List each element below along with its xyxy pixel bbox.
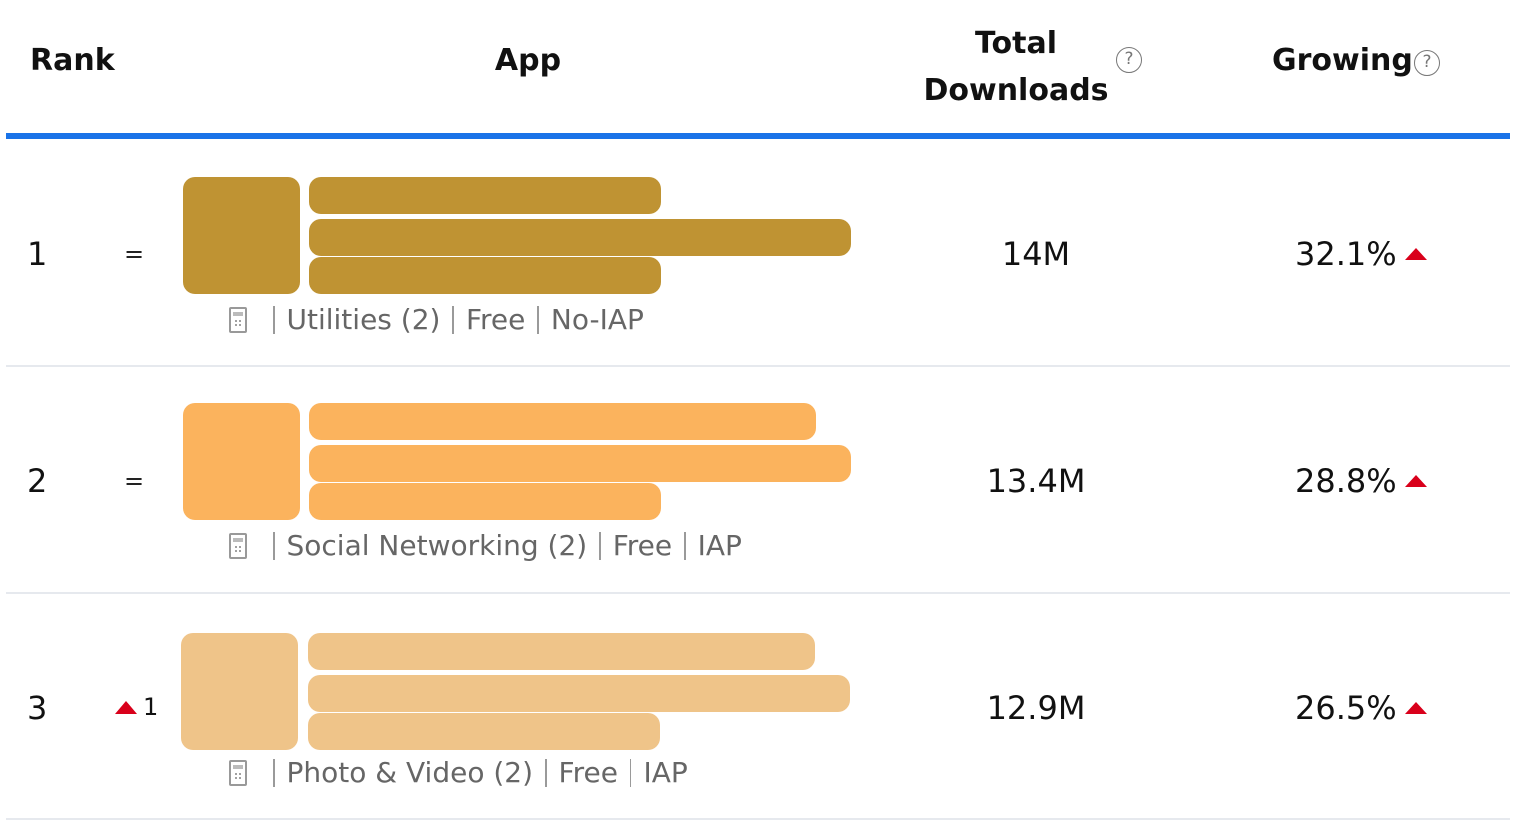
app-price: Free [612, 529, 673, 562]
app-subtitle-redacted [308, 713, 660, 750]
growing-help-icon[interactable]: ? [1414, 50, 1440, 76]
meta-separator [273, 532, 275, 560]
app-column-header[interactable]: App [494, 43, 562, 78]
app-category[interactable]: Utilities (2) [286, 303, 441, 336]
meta-separator [684, 532, 686, 560]
app-icon-redacted[interactable] [183, 177, 300, 294]
app-meta: Social Networking (2) Free IAP [229, 532, 742, 560]
total-downloads-value: 12.9M [986, 689, 1086, 727]
header-divider [6, 133, 1510, 139]
meta-separator [629, 759, 632, 787]
app-iap: No-IAP [550, 303, 644, 336]
app-icon-redacted[interactable] [181, 633, 298, 750]
triangle-up-icon [1404, 248, 1427, 260]
row-divider [6, 818, 1510, 820]
app-meta: Utilities (2) Free No-IAP [229, 306, 644, 334]
growing-percent: 26.5% [1295, 689, 1397, 727]
total-downloads-value: 13.4M [986, 462, 1086, 500]
triangle-up-icon [1404, 702, 1427, 714]
total-downloads-header-line2: Downloads [923, 73, 1109, 108]
total-downloads-value: 14M [1001, 235, 1071, 273]
app-icon-redacted[interactable] [183, 403, 300, 520]
growing-value: 26.5% [1295, 692, 1427, 724]
growing-column-header[interactable]: Growing [1272, 43, 1413, 78]
app-meta: Photo & Video (2) Free IAP [229, 759, 688, 787]
meta-separator [599, 532, 601, 560]
app-price: Free [558, 756, 618, 789]
app-subtitle-redacted [309, 483, 661, 520]
table-row[interactable]: 2 = Social Networking (2) Free IAP 13.4M… [0, 366, 1518, 592]
triangle-up-icon [115, 700, 137, 714]
app-name-redacted[interactable] [309, 177, 661, 214]
growing-percent: 32.1% [1295, 235, 1397, 273]
app-category[interactable]: Social Networking (2) [286, 529, 588, 562]
triangle-up-icon [1404, 475, 1427, 487]
app-iap: IAP [697, 529, 742, 562]
rank-column-header[interactable]: Rank [30, 43, 115, 78]
meta-separator [545, 759, 547, 787]
rank-number: 2 [27, 462, 48, 500]
meta-separator [273, 759, 275, 787]
rank-change-amount: 1 [143, 693, 159, 721]
device-icon [229, 307, 247, 333]
table-row[interactable]: 1 = Utilities (2) Free No-IAP 14M 32.1% [0, 140, 1518, 366]
app-subtitle-redacted [309, 257, 661, 294]
rank-number: 3 [27, 689, 48, 727]
device-icon [229, 533, 247, 559]
app-category[interactable]: Photo & Video (2) [286, 756, 534, 789]
app-iap: IAP [643, 756, 688, 789]
rank-change-same: = [124, 240, 145, 268]
rank-change-same: = [124, 467, 145, 495]
meta-separator [452, 306, 454, 334]
meta-separator [537, 306, 539, 334]
rank-number: 1 [27, 235, 48, 273]
total-downloads-column-header[interactable]: Total Downloads [910, 20, 1122, 114]
growing-value: 28.8% [1295, 465, 1427, 497]
app-publisher-redacted [308, 675, 850, 712]
meta-separator [273, 306, 275, 334]
rank-change-up: 1 [115, 695, 158, 719]
growing-percent: 28.8% [1295, 462, 1397, 500]
table-row[interactable]: 3 1 Photo & Video (2) Free IAP 12.9M 26.… [0, 593, 1518, 819]
row-divider [6, 365, 1510, 367]
app-name-redacted[interactable] [309, 403, 816, 440]
growing-value: 32.1% [1295, 238, 1427, 270]
app-name-redacted[interactable] [308, 633, 815, 670]
row-divider [6, 592, 1510, 594]
device-icon [229, 760, 247, 786]
total-downloads-header-line1: Total [975, 26, 1057, 61]
total-downloads-help-icon[interactable]: ? [1116, 47, 1142, 73]
app-price: Free [465, 303, 526, 336]
app-publisher-redacted [309, 219, 851, 256]
app-publisher-redacted [309, 445, 851, 482]
